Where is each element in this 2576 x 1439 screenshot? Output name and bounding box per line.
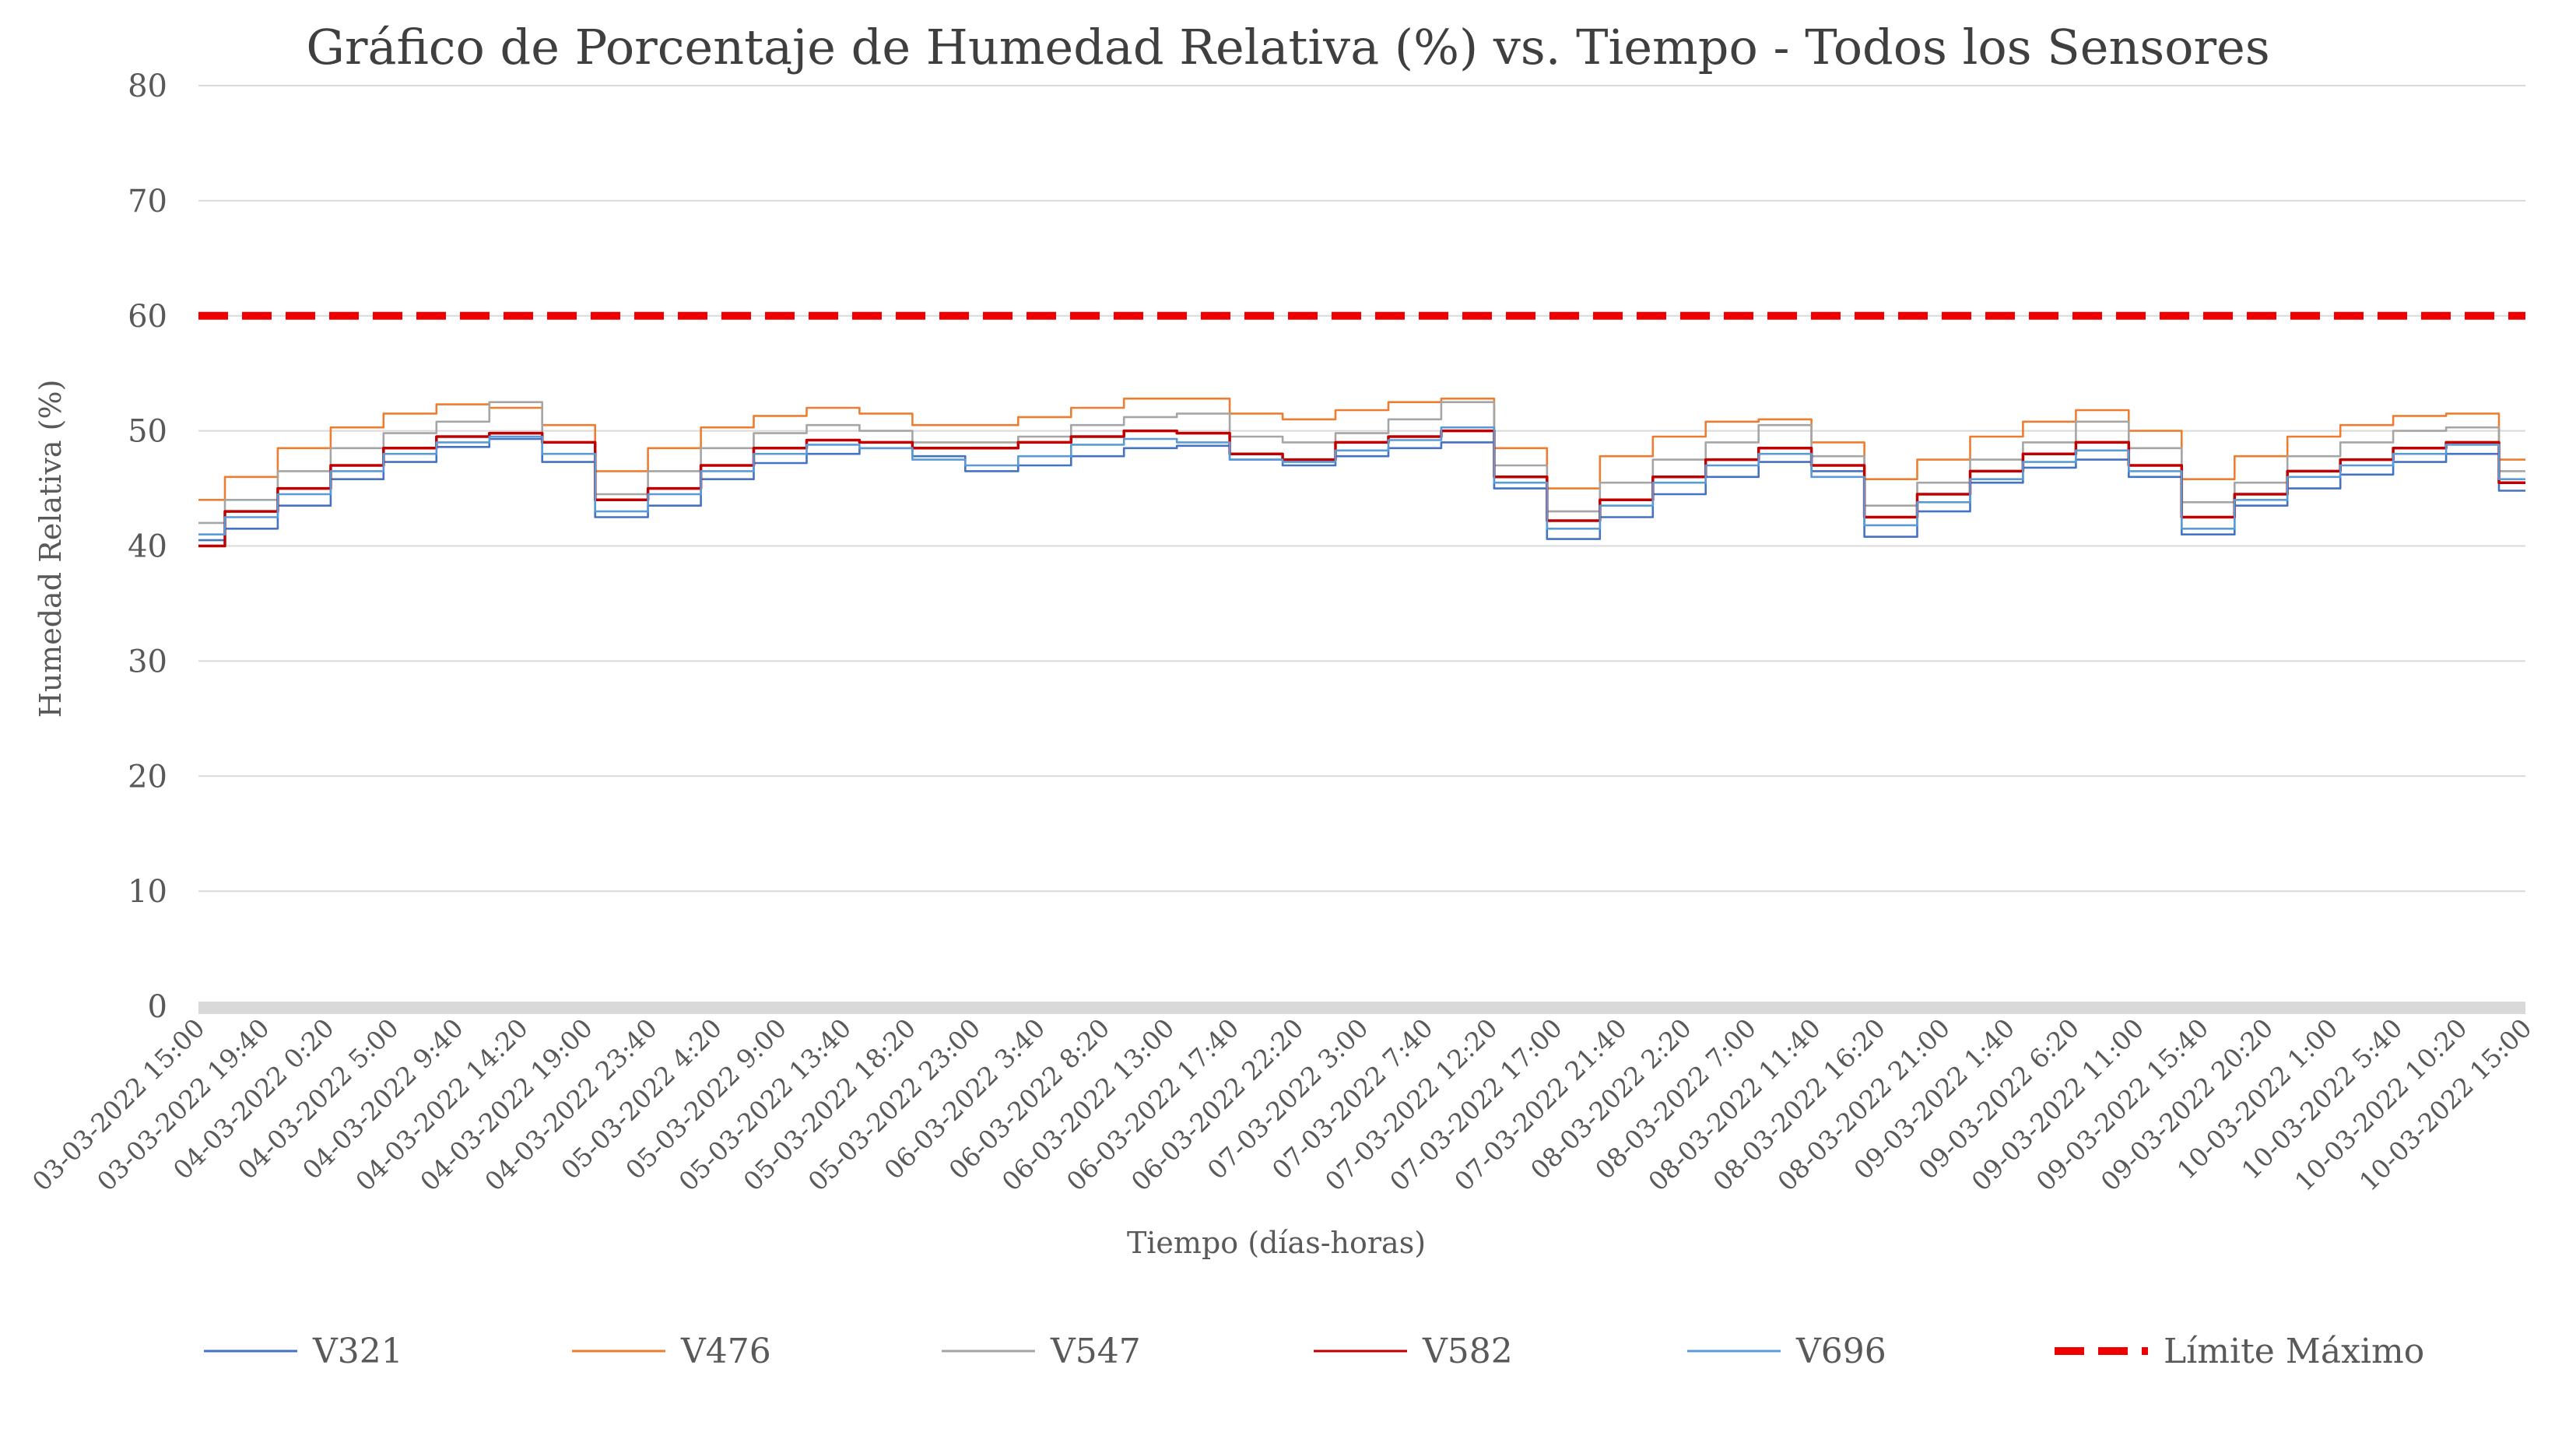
y-tick-label: 80 (128, 68, 167, 104)
legend-label: V696 (1795, 1332, 1886, 1371)
chart-title: Gráfico de Porcentaje de Humedad Relativ… (306, 19, 2269, 75)
y-tick-label: 50 (128, 414, 167, 450)
y-tick-label: 60 (128, 299, 167, 335)
y-tick-label: 20 (128, 759, 167, 795)
series-line-v582 (198, 429, 2525, 548)
legend: V321 V476 V547 V582 V696 Límite Máximo (204, 1332, 2424, 1371)
y-axis-ticks: 0 10 20 30 40 50 60 70 80 (128, 68, 167, 1025)
y-axis-label: Humedad Relativa (%) (33, 380, 68, 718)
y-tick-label: 40 (128, 529, 167, 565)
y-tick-label: 10 (128, 874, 167, 910)
y-tick-label: 70 (128, 184, 167, 219)
legend-label: V321 (312, 1332, 403, 1371)
y-tick-label: 0 (148, 989, 167, 1025)
x-axis-label: Tiempo (días-horas) (1127, 1226, 1426, 1260)
gridlines (198, 85, 2525, 893)
legend-label: Límite Máximo (2164, 1332, 2424, 1371)
legend-label: V582 (1422, 1332, 1513, 1371)
x-axis-line (198, 1002, 2525, 1014)
legend-label: V476 (680, 1332, 771, 1371)
series-line-v476 (198, 397, 2525, 501)
x-axis (198, 1002, 2525, 1014)
series-line-v696 (198, 426, 2525, 535)
series-lines (198, 311, 2525, 548)
legend-label: V547 (1050, 1332, 1141, 1371)
y-tick-label: 30 (128, 644, 167, 679)
